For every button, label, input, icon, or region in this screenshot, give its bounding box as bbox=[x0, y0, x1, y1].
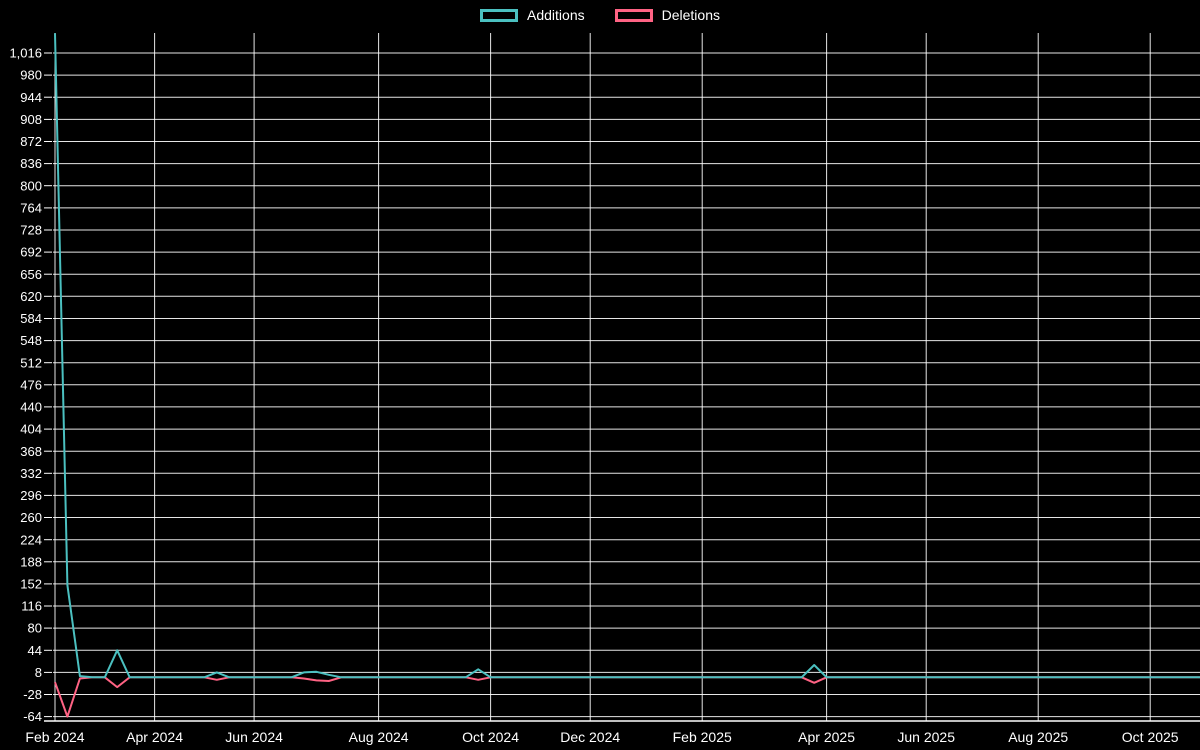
y-tick-label: 476 bbox=[20, 377, 42, 392]
chart-legend: Additions Deletions bbox=[0, 7, 1200, 23]
y-tick-label: 404 bbox=[20, 422, 42, 437]
deletions-line bbox=[54, 676, 1200, 718]
y-tick-label: 260 bbox=[20, 510, 42, 525]
legend-item-deletions[interactable]: Deletions bbox=[614, 7, 720, 23]
y-tick-label: 620 bbox=[20, 289, 42, 304]
y-tick-label: 692 bbox=[20, 245, 42, 260]
y-tick-label: 44 bbox=[28, 643, 42, 658]
y-tick-label: 296 bbox=[20, 488, 42, 503]
y-tick-label: 836 bbox=[20, 156, 42, 171]
y-tick-label: -28 bbox=[23, 687, 42, 702]
y-tick-label: 332 bbox=[20, 466, 42, 481]
y-tick-label: 116 bbox=[21, 599, 42, 614]
additions-legend-swatch bbox=[480, 8, 519, 22]
y-tick-label: -64 bbox=[23, 709, 42, 724]
x-tick-label: Apr 2024 bbox=[126, 729, 183, 745]
y-tick-label: 8 bbox=[35, 665, 42, 680]
additions-line bbox=[54, 33, 1200, 679]
x-tick-label: Aug 2024 bbox=[349, 729, 409, 745]
y-tick-label: 764 bbox=[20, 200, 42, 215]
y-tick-label: 440 bbox=[20, 399, 42, 414]
y-tick-label: 980 bbox=[20, 68, 42, 83]
deletions-legend-swatch bbox=[614, 8, 653, 22]
x-tick-label: Oct 2024 bbox=[462, 729, 519, 745]
y-tick-label: 512 bbox=[20, 355, 42, 370]
deletions-legend-label: Deletions bbox=[661, 7, 720, 23]
x-tick-label: Aug 2025 bbox=[1008, 729, 1068, 745]
y-tick-label: 584 bbox=[20, 311, 42, 326]
x-tick-label: Dec 2024 bbox=[560, 729, 620, 745]
y-tick-label: 152 bbox=[20, 576, 42, 591]
y-tick-label: 656 bbox=[20, 267, 42, 282]
additions-legend-label: Additions bbox=[527, 7, 585, 23]
y-tick-label: 944 bbox=[20, 90, 42, 105]
y-tick-label: 872 bbox=[20, 134, 42, 149]
y-tick-label: 1,016 bbox=[9, 46, 42, 61]
y-tick-label: 80 bbox=[28, 621, 42, 636]
x-tick-label: Feb 2025 bbox=[673, 729, 732, 745]
legend-item-additions[interactable]: Additions bbox=[480, 7, 585, 23]
y-tick-label: 548 bbox=[20, 333, 42, 348]
x-tick-label: Jun 2025 bbox=[897, 729, 955, 745]
x-tick-label: Apr 2025 bbox=[798, 729, 855, 745]
x-tick-label: Jun 2024 bbox=[225, 729, 283, 745]
y-tick-label: 800 bbox=[20, 178, 42, 193]
y-tick-label: 728 bbox=[20, 223, 42, 238]
y-tick-label: 224 bbox=[20, 532, 42, 547]
y-tick-label: 188 bbox=[20, 554, 42, 569]
x-tick-label: Oct 2025 bbox=[1122, 729, 1179, 745]
y-tick-label: 368 bbox=[20, 444, 42, 459]
y-tick-label: 908 bbox=[20, 112, 42, 127]
x-tick-label: Feb 2024 bbox=[25, 729, 84, 745]
